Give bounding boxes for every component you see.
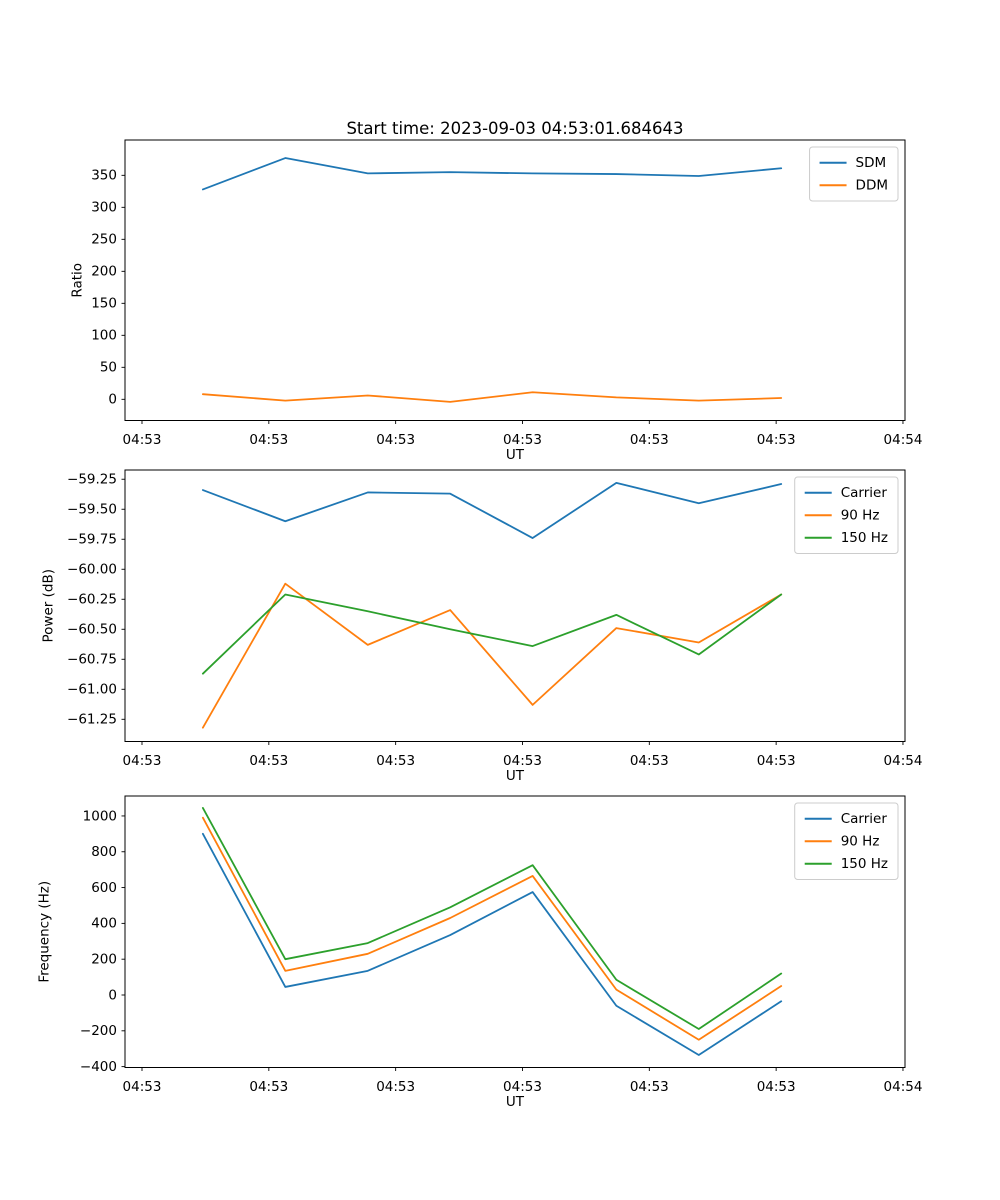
x-tick-label: 04:53 — [630, 1079, 669, 1095]
y-tick-label: −60.75 — [67, 652, 117, 668]
y-tick-label: 100 — [91, 328, 117, 344]
axes-box — [124, 469, 906, 742]
series-line-carrier — [201, 832, 783, 1056]
x-tick-label: 04:53 — [503, 1079, 542, 1095]
legend-label: 90 Hz — [841, 508, 880, 524]
y-tick-label: −60.25 — [67, 592, 117, 608]
x-tick-label: 04:54 — [884, 432, 923, 448]
legend: Carrier 90 Hz 150 Hz — [794, 802, 899, 880]
x-tick-label: 04:54 — [884, 753, 923, 769]
figure-title: Start time: 2023-09-03 04:53:01.684643 — [346, 119, 684, 138]
x-tick-label: 04:53 — [376, 1079, 415, 1095]
x-tick-label: 04:53 — [503, 432, 542, 448]
legend-box — [809, 146, 899, 202]
legend-label: 150 Hz — [841, 530, 888, 546]
y-tick-label: 50 — [100, 360, 117, 376]
x-tick-label: 04:53 — [630, 432, 669, 448]
x-tick-label: 04:53 — [249, 753, 288, 769]
x-tick-label: 04:53 — [376, 432, 415, 448]
legend-label: 150 Hz — [841, 856, 888, 872]
series-line-carrier — [201, 481, 783, 539]
series-line-90-hz — [201, 816, 783, 1041]
y-tick-label: 250 — [91, 232, 117, 248]
series-line-ddm — [201, 391, 783, 403]
y-tick-label: −59.25 — [67, 472, 117, 488]
y-axis-label: Frequency (Hz) — [36, 881, 52, 983]
y-tick-label: −60.00 — [67, 562, 117, 578]
y-tick-label: 150 — [91, 296, 117, 312]
x-tick-label: 04:54 — [884, 1079, 923, 1095]
legend-label: SDM — [856, 155, 887, 171]
legend-label: DDM — [856, 178, 888, 194]
y-tick-label: −61.25 — [67, 712, 117, 728]
series-line-sdm — [201, 157, 783, 191]
x-tick-label: 04:53 — [249, 432, 288, 448]
x-tick-label: 04:53 — [757, 753, 796, 769]
x-axis-label: UT — [506, 768, 525, 784]
legend: Carrier 90 Hz 150 Hz — [794, 476, 899, 554]
y-tick-label: 1000 — [83, 808, 117, 824]
axes-box — [124, 139, 906, 421]
y-tick-label: −61.00 — [67, 682, 117, 698]
x-axis-label: UT — [506, 1094, 525, 1110]
y-tick-label: −60.50 — [67, 622, 117, 638]
x-tick-label: 04:53 — [249, 1079, 288, 1095]
legend-box — [794, 802, 899, 880]
x-tick-label: 04:53 — [123, 432, 162, 448]
y-tick-label: 200 — [91, 264, 117, 280]
series-line-150-hz — [201, 593, 783, 675]
y-tick-label: 350 — [91, 168, 117, 184]
series-line-150-hz — [201, 806, 783, 1030]
y-tick-label: 0 — [108, 987, 117, 1003]
series-line-90-hz — [201, 582, 783, 729]
x-tick-label: 04:53 — [757, 1079, 796, 1095]
x-tick-label: 04:53 — [630, 753, 669, 769]
x-tick-label: 04:53 — [503, 753, 542, 769]
power-chart: −61.25 −61.00 −60.75 −60.50 −60.25 −60.00 −59.… — [40, 469, 923, 784]
y-axis-label: Power (dB) — [40, 569, 56, 642]
x-axis-label: UT — [506, 447, 525, 463]
ratio-chart: 0 50 100 150 200 250 300 350 04:53 04:53 04:53 04:5… — [69, 139, 923, 463]
y-tick-label: −200 — [80, 1023, 117, 1039]
x-tick-label: 04:53 — [757, 432, 796, 448]
y-tick-label: 200 — [91, 952, 117, 968]
y-tick-label: 0 — [108, 392, 117, 408]
x-tick-label: 04:53 — [123, 1079, 162, 1095]
y-tick-label: 600 — [91, 880, 117, 896]
frequency-chart: −400 −200 0 200 400 600 800 1000 04:53 04:53 04:53… — [36, 795, 923, 1110]
y-tick-label: −400 — [80, 1059, 117, 1075]
y-tick-label: −59.50 — [67, 502, 117, 518]
x-tick-label: 04:53 — [376, 753, 415, 769]
y-axis-label: Ratio — [69, 263, 85, 298]
y-tick-label: 400 — [91, 916, 117, 932]
legend-label: 90 Hz — [841, 834, 880, 850]
legend-label: Carrier — [841, 811, 888, 827]
y-tick-label: 800 — [91, 844, 117, 860]
legend: SDM DDM — [809, 146, 899, 202]
legend-label: Carrier — [841, 485, 888, 501]
axes-box — [124, 795, 906, 1068]
y-tick-label: −59.75 — [67, 532, 117, 548]
y-tick-label: 300 — [91, 200, 117, 216]
x-tick-label: 04:53 — [123, 753, 162, 769]
legend-box — [794, 476, 899, 554]
